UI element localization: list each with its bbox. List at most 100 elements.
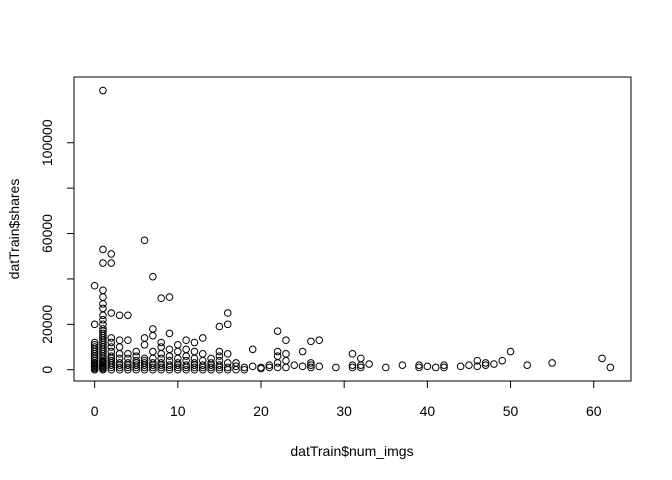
point: [107, 347, 116, 356]
point: [149, 347, 157, 356]
point: [215, 365, 224, 374]
point: [115, 350, 124, 358]
x-axis-title: datTrain$num_imgs: [290, 443, 413, 459]
point: [115, 343, 124, 351]
point: [157, 359, 165, 367]
point: [223, 320, 232, 329]
point: [107, 338, 116, 347]
point: [232, 359, 240, 367]
point: [149, 363, 157, 372]
point: [165, 352, 174, 360]
point: [223, 350, 232, 358]
point: [124, 311, 132, 320]
point: [107, 334, 116, 342]
point: [290, 361, 299, 370]
point: [157, 363, 165, 372]
point: [99, 311, 107, 320]
point: [215, 352, 224, 360]
y-tick-label: 0: [39, 366, 55, 374]
point: [190, 354, 199, 363]
point: [107, 356, 116, 365]
point: [348, 350, 357, 358]
point: [198, 365, 207, 374]
point: [90, 338, 99, 347]
point: [298, 362, 307, 371]
point: [165, 361, 174, 370]
point: [149, 354, 157, 363]
point: [431, 363, 440, 372]
point: [215, 361, 224, 370]
point: [207, 363, 215, 372]
y-tick-label: 60000: [39, 214, 55, 253]
point: [115, 311, 124, 320]
point: [257, 363, 265, 372]
point: [265, 363, 274, 372]
point: [490, 360, 498, 368]
point: [273, 352, 282, 360]
point: [157, 354, 165, 363]
point: [215, 322, 224, 331]
point: [140, 334, 149, 342]
point: [90, 343, 99, 351]
point: [415, 361, 423, 370]
point: [140, 340, 149, 349]
point: [223, 309, 232, 317]
point: [273, 347, 282, 356]
point: [240, 365, 249, 374]
point: [207, 354, 215, 363]
point: [357, 363, 365, 372]
point: [115, 363, 124, 372]
point: [182, 336, 190, 345]
x-tick-label: 20: [253, 403, 269, 419]
point: [90, 281, 99, 290]
point: [307, 363, 315, 372]
point: [149, 325, 157, 333]
point: [107, 259, 116, 267]
x-tick-label: 50: [503, 403, 519, 419]
point: [157, 338, 165, 347]
point: [240, 363, 249, 372]
point: [174, 340, 182, 349]
point: [465, 361, 473, 370]
point: [132, 361, 141, 370]
point: [90, 320, 99, 329]
point: [548, 359, 556, 367]
point: [124, 363, 132, 372]
point: [273, 359, 282, 367]
point: [115, 354, 124, 363]
point: [132, 347, 141, 356]
point: [90, 340, 99, 349]
point: [423, 362, 432, 371]
point: [232, 362, 240, 371]
point: [198, 361, 207, 370]
point: [456, 362, 465, 371]
point: [190, 338, 199, 347]
x-tick-label: 30: [336, 403, 352, 419]
point: [115, 359, 124, 367]
point: [99, 325, 107, 333]
point: [99, 259, 107, 267]
point: [282, 363, 290, 372]
point: [174, 363, 182, 372]
point: [99, 300, 107, 308]
point: [124, 336, 132, 345]
point: [99, 329, 107, 338]
point: [315, 336, 324, 345]
point: [481, 359, 490, 367]
point: [473, 356, 482, 365]
x-tick-label: 0: [91, 403, 99, 419]
point: [107, 352, 116, 360]
point: [149, 359, 157, 367]
point: [215, 347, 224, 356]
point: [182, 356, 190, 365]
point: [107, 309, 116, 317]
point: [124, 354, 132, 363]
point: [99, 316, 107, 324]
point: [215, 356, 224, 365]
point: [348, 361, 357, 370]
point: [506, 347, 515, 356]
point: [348, 363, 357, 372]
point: [157, 294, 165, 303]
point: [523, 361, 531, 370]
point: [99, 286, 107, 295]
